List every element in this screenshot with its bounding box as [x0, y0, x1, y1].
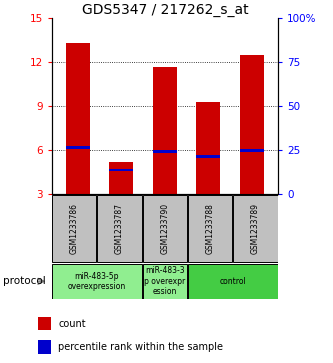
Bar: [38, 340, 51, 354]
Text: GSM1233787: GSM1233787: [115, 203, 124, 254]
Text: miR-483-5p
overexpression: miR-483-5p overexpression: [68, 272, 126, 291]
Bar: [143, 195, 187, 262]
Text: percentile rank within the sample: percentile rank within the sample: [58, 342, 223, 352]
Bar: [109, 162, 133, 194]
Bar: [52, 264, 142, 299]
Bar: [52, 195, 97, 262]
Bar: [153, 150, 177, 153]
Text: control: control: [219, 277, 246, 286]
Title: GDS5347 / 217262_s_at: GDS5347 / 217262_s_at: [82, 3, 248, 17]
Text: GSM1233786: GSM1233786: [70, 203, 79, 254]
Text: GSM1233788: GSM1233788: [205, 203, 215, 254]
Bar: [97, 195, 142, 262]
Text: protocol: protocol: [3, 276, 46, 286]
Bar: [66, 146, 90, 148]
Bar: [188, 195, 232, 262]
Bar: [240, 149, 264, 151]
Bar: [233, 195, 278, 262]
Bar: [240, 55, 264, 194]
Text: miR-483-3
p overexpr
ession: miR-483-3 p overexpr ession: [144, 266, 185, 296]
Bar: [153, 66, 177, 194]
Text: count: count: [58, 318, 86, 329]
Text: GSM1233789: GSM1233789: [251, 203, 260, 254]
Bar: [196, 102, 220, 194]
Bar: [66, 43, 90, 194]
Bar: [38, 317, 51, 330]
Bar: [143, 264, 187, 299]
Bar: [196, 155, 220, 158]
Text: GSM1233790: GSM1233790: [160, 203, 169, 254]
Bar: [188, 264, 278, 299]
Bar: [109, 169, 133, 171]
